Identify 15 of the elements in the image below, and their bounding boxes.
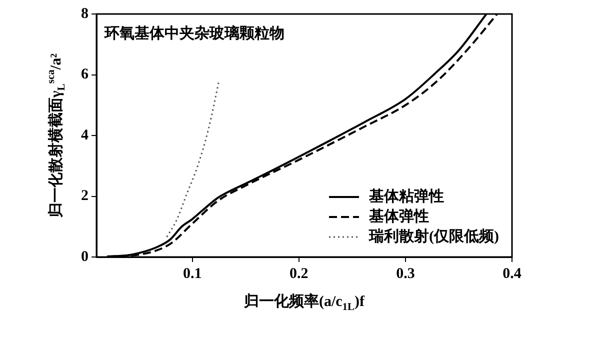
line-series: [166, 80, 220, 238]
text: 环氧基体中夹杂玻璃颗粒物: [104, 24, 284, 42]
y-axis-title: 归一化散射横截面γLsca/a²: [46, 52, 68, 219]
y-tick-label: 4: [81, 127, 89, 144]
y-tick-label: 0: [81, 248, 88, 265]
x-tick-label: 0.2: [290, 266, 308, 282]
x-tick-label: 0.3: [396, 266, 415, 282]
legend-label: 基体粘弹性: [368, 188, 444, 205]
y-tick-label: 6: [81, 66, 89, 83]
x-tick-label: 0.1: [183, 266, 202, 282]
y-tick-label: 8: [81, 6, 88, 22]
x-tick-label: 0.4: [502, 266, 522, 282]
legend-label: 基体弹性: [368, 208, 430, 225]
legend-label: 瑞利散射(仅限低频): [368, 228, 500, 245]
y-tick-label: 2: [81, 188, 88, 204]
